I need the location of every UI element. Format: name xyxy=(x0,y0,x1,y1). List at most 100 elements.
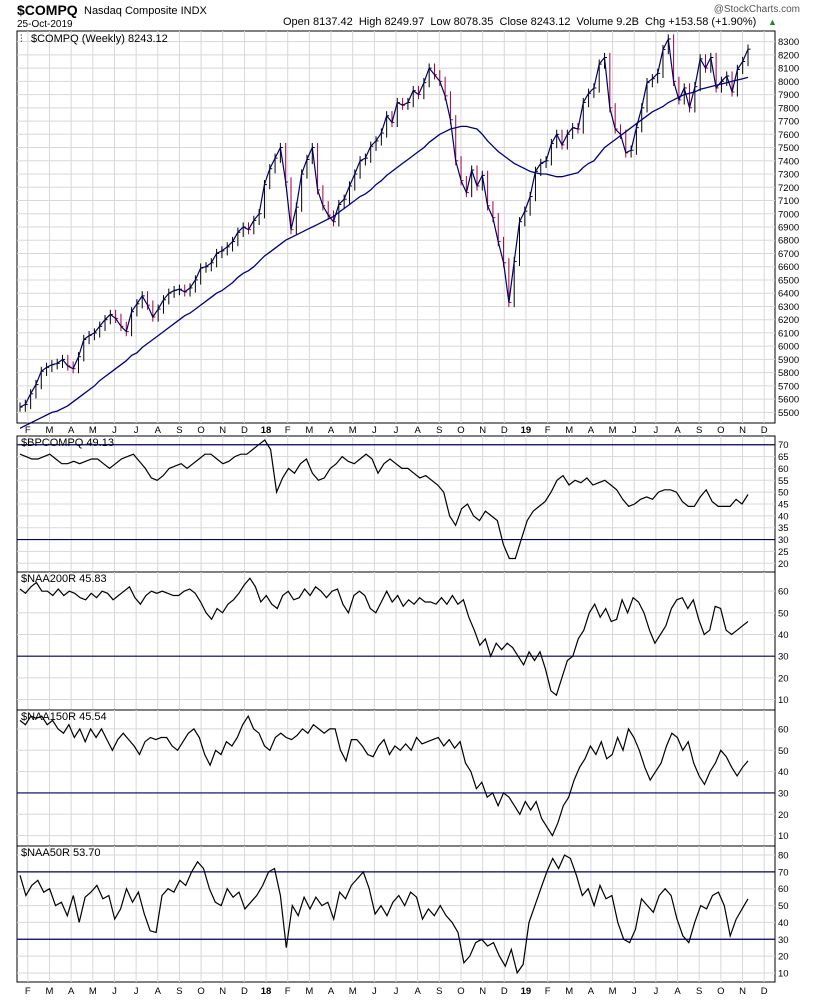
y-tick-label: 55 xyxy=(778,476,789,487)
naa50r-ref-lines xyxy=(17,871,775,940)
y-tick-label: 5800 xyxy=(778,368,799,379)
y-tick-label: 6600 xyxy=(778,262,799,273)
y-tick-label: 7400 xyxy=(778,156,799,167)
naa200r-y-ticks: 10 20 30 40 50 60 xyxy=(778,587,789,706)
y-tick-label: 7300 xyxy=(778,170,799,181)
month-label: O xyxy=(457,425,464,436)
y-tick-label: 30 xyxy=(778,652,789,663)
month-label: S xyxy=(176,425,182,436)
month-label: J xyxy=(134,986,139,997)
symbol-title: $COMPQ xyxy=(17,2,78,18)
month-label: A xyxy=(414,425,421,436)
month-label: N xyxy=(479,425,486,436)
month-label: S xyxy=(696,986,702,997)
naa150r-line xyxy=(19,714,749,837)
month-label: N xyxy=(219,986,226,997)
month-label: J xyxy=(394,986,399,997)
month-label: A xyxy=(674,986,681,997)
naa200r-gridlines xyxy=(17,572,775,710)
naa200r-title: $NAA200R 45.83 xyxy=(21,573,107,585)
y-tick-label: 30 xyxy=(778,935,789,946)
y-tick-label: 60 xyxy=(778,884,789,895)
y-tick-label: 6800 xyxy=(778,236,799,247)
price-legend-icon: ⫶ xyxy=(20,34,23,45)
y-tick-label: 20 xyxy=(778,952,789,963)
naa200r-line xyxy=(19,577,749,697)
month-label: A xyxy=(155,425,162,436)
y-tick-label: 40 xyxy=(778,511,789,522)
month-label: A xyxy=(68,986,75,997)
month-label: O xyxy=(717,986,724,997)
price-y-ticks: 5500 5600 5700 5800 5900 6000 6100 6200 6300 6400… xyxy=(778,37,799,419)
y-tick-label: 8300 xyxy=(778,37,799,48)
y-tick-label: 45 xyxy=(778,500,789,511)
quote-summary: Open 8137.42 High 8249.97 Low 8078.35 Cl… xyxy=(283,16,756,28)
y-tick-label: 8200 xyxy=(778,50,799,61)
month-label: 19 xyxy=(521,986,532,997)
y-tick-label: 6700 xyxy=(778,249,799,260)
month-label: N xyxy=(219,425,226,436)
month-label: F xyxy=(25,425,31,436)
month-label: A xyxy=(588,425,595,436)
chg-up-arrow: ▲ xyxy=(768,17,777,27)
month-label: M xyxy=(89,986,97,997)
y-tick-label: 20 xyxy=(778,810,789,821)
month-label: A xyxy=(674,425,681,436)
month-label: J xyxy=(112,986,117,997)
month-label: N xyxy=(479,986,486,997)
y-tick-label: 50 xyxy=(778,746,789,757)
month-label: A xyxy=(328,425,335,436)
month-label: F xyxy=(285,986,291,997)
y-tick-label: 7600 xyxy=(778,130,799,141)
month-label: D xyxy=(241,986,248,997)
y-tick-label: 30 xyxy=(778,788,789,799)
month-label: 18 xyxy=(261,425,272,436)
y-tick-label: 60 xyxy=(778,587,789,598)
month-label: S xyxy=(436,986,442,997)
month-label: F xyxy=(285,425,291,436)
naa50r-panel: 10 20 30 40 50 60 70 80 $NAA50R 53.70 xyxy=(16,845,789,983)
month-label: J xyxy=(654,986,659,997)
y-tick-label: 60 xyxy=(778,464,789,475)
month-label: J xyxy=(372,986,377,997)
y-tick-label: 50 xyxy=(778,608,789,619)
y-tick-label: 70 xyxy=(778,440,789,451)
month-label: A xyxy=(588,986,595,997)
month-label: A xyxy=(155,986,162,997)
y-tick-label: 65 xyxy=(778,452,789,463)
stockcharts-watermark: @StockCharts.com xyxy=(714,4,800,15)
naa150r-y-ticks: 10 20 30 40 50 60 xyxy=(778,724,789,842)
month-label: D xyxy=(761,425,768,436)
month-axis-bottom: F M A M J J A S O N D 18 F M A M J J A S O N D 19 F M A M J J A S O N D xyxy=(25,986,768,997)
month-label: N xyxy=(739,425,746,436)
y-tick-label: 8000 xyxy=(778,77,799,88)
price-panel: 5500 5600 5700 5800 5900 6000 6100 6200 6300 6400… xyxy=(16,30,799,429)
y-tick-label: 70 xyxy=(778,867,789,878)
month-label: M xyxy=(565,425,573,436)
month-label: J xyxy=(394,425,399,436)
naa150r-title: $NAA150R 45.54 xyxy=(21,711,107,723)
month-label: J xyxy=(632,986,637,997)
price-close-line xyxy=(19,36,749,408)
month-axis-top: F M A M J J A S O N D 18 F M A M J J A S O N D 19 F M A M J J A S O N D xyxy=(25,425,768,436)
month-label: M xyxy=(565,986,573,997)
bpcompq-ref-lines xyxy=(17,444,775,541)
y-tick-label: 5700 xyxy=(778,381,799,392)
month-label: J xyxy=(654,425,659,436)
y-tick-label: 10 xyxy=(778,695,789,706)
month-label: J xyxy=(112,425,117,436)
month-label: M xyxy=(46,425,54,436)
month-label: M xyxy=(305,425,313,436)
y-tick-label: 40 xyxy=(778,918,789,929)
y-tick-label: 50 xyxy=(778,488,789,499)
y-tick-label: 50 xyxy=(778,901,789,912)
month-label: D xyxy=(501,425,508,436)
naa50r-y-ticks: 10 20 30 40 50 60 70 80 xyxy=(778,851,789,980)
y-tick-label: 5600 xyxy=(778,395,799,406)
month-label: F xyxy=(545,425,551,436)
y-tick-label: 8100 xyxy=(778,64,799,75)
month-label: A xyxy=(68,425,75,436)
